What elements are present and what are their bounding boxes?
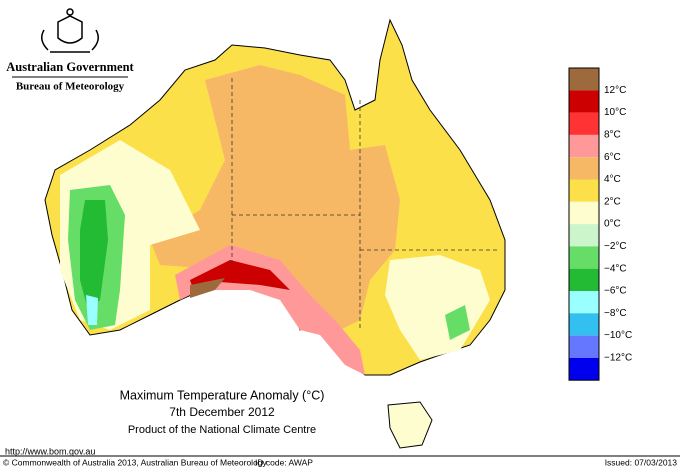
very-hot-zone (190, 260, 290, 295)
legend-label: 12°C (604, 85, 626, 96)
legend-swatch (569, 201, 599, 225)
legend-swatch (569, 268, 599, 291)
id-code: ID code: AWAP (255, 457, 313, 467)
legend-label: 4°C (604, 174, 621, 185)
legend: 12°C 10°C 8°C 6°C 4°C 2°C 0°C −2°C −4°C −6°C −8°C −… (568, 67, 632, 381)
legend-label: −6°C (604, 286, 627, 297)
legend-label: 0°C (604, 219, 621, 230)
legend-swatch (569, 112, 599, 135)
legend-swatch (569, 357, 599, 381)
map-credit: Product of the National Climate Centre (128, 424, 316, 436)
copyright: © Commonwealth of Australia 2013, Austra… (3, 457, 268, 467)
crest (41, 8, 99, 53)
east-green (445, 305, 470, 340)
legend-label: −10°C (604, 330, 632, 341)
cyan-spot (86, 295, 98, 325)
legend-swatch (569, 179, 599, 202)
map-date: 7th December 2012 (169, 405, 275, 419)
tasmania (387, 401, 433, 449)
legend-label: −8°C (604, 308, 627, 319)
legend-swatch (569, 68, 599, 91)
legend-label: 8°C (604, 130, 621, 141)
map-title: Maximum Temperature Anomaly (°C) (120, 388, 325, 402)
url[interactable]: http://www.bom.gov.au (5, 446, 95, 456)
legend-swatch (569, 157, 599, 180)
legend-swatch (569, 90, 599, 113)
legend-swatch (569, 291, 599, 314)
green-core (80, 200, 108, 310)
legend-swatch (569, 313, 599, 336)
legend-swatch (569, 335, 599, 358)
legend-label: −12°C (604, 353, 632, 364)
legend-label: −4°C (604, 263, 627, 274)
legend-label: 10°C (604, 107, 626, 118)
legend-label: 2°C (604, 196, 621, 207)
extreme-zone (190, 278, 225, 298)
legend-label: −2°C (604, 241, 627, 252)
state-borders (231, 78, 500, 330)
legend-swatch (569, 246, 599, 269)
legend-swatch (569, 134, 599, 158)
map (44, 18, 506, 449)
issued: Issued: 07/03/2013 (605, 457, 678, 467)
east-cool (385, 255, 490, 360)
government-name: Australian Government (6, 60, 134, 74)
bureau-name: Bureau of Meteorology (16, 81, 125, 93)
legend-label: 6°C (604, 152, 621, 163)
legend-frame (568, 67, 600, 381)
legend-swatch (569, 224, 599, 247)
